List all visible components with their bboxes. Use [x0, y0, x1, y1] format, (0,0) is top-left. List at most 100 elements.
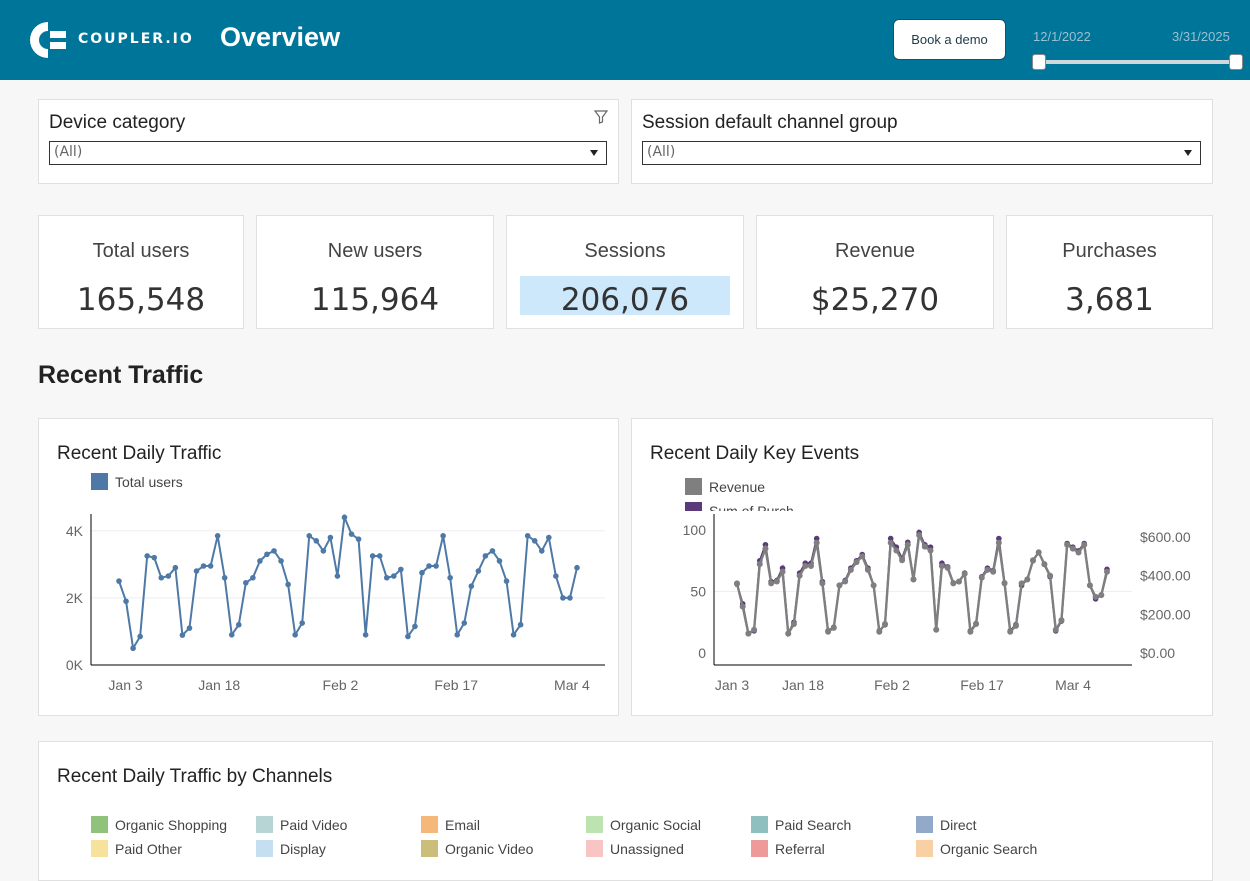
kpi-revenue[interactable]: Revenue $25,270 [756, 215, 994, 329]
legend-swatch [586, 840, 603, 857]
y-tick-label: 0K [66, 657, 84, 673]
data-point [567, 595, 573, 601]
data-point [1001, 580, 1008, 587]
key-events-line-chart[interactable]: 0 50 100 $0.00 $200.00 $400.00 $600.00 Jan 3 Jan… [632, 419, 1214, 717]
kpi-total-users[interactable]: Total users 165,548 [38, 215, 244, 329]
data-point [383, 574, 390, 581]
date-slider-end-handle[interactable] [1229, 54, 1243, 70]
legend-swatch [91, 473, 108, 490]
y-right-tick-label: $0.00 [1140, 645, 1175, 661]
data-point [482, 553, 489, 559]
data-point [405, 633, 411, 640]
filter-funnel-icon[interactable] [594, 110, 608, 124]
data-point [391, 573, 397, 579]
legend-item[interactable]: Sum of Purch... [685, 502, 805, 511]
data-point [1012, 622, 1019, 629]
legend-item[interactable]: Total users [91, 473, 183, 490]
y-right-tick-label: $400.00 [1140, 568, 1191, 584]
data-point [426, 563, 432, 569]
data-point [433, 563, 439, 569]
data-point [916, 532, 923, 539]
data-point [271, 548, 277, 554]
x-tick-label: Jan 3 [715, 677, 749, 693]
channel-legend-item[interactable]: Organic Search [916, 840, 1037, 857]
channel-legend-item[interactable]: Organic Social [586, 816, 701, 833]
channel-legend-item[interactable]: Unassigned [586, 840, 684, 857]
data-point [531, 538, 538, 544]
legend-swatch [751, 840, 768, 857]
channel-legend-item[interactable]: Display [256, 840, 326, 857]
data-point [944, 564, 951, 571]
channel-legend-item[interactable]: Paid Other [91, 840, 182, 857]
channel-group-select[interactable]: (All) [642, 141, 1201, 165]
x-tick-label: Jan 3 [108, 677, 142, 693]
legend-label: Organic Search [940, 840, 1038, 857]
coupler-logo-icon [30, 22, 66, 58]
legend-label: Unassigned [610, 840, 684, 857]
data-point [967, 628, 974, 635]
data-point [842, 578, 849, 585]
data-point [362, 632, 369, 638]
data-point [158, 574, 165, 581]
data-point [950, 580, 957, 587]
data-point [830, 624, 837, 631]
legend-label: Organic Shopping [115, 816, 228, 833]
legend-swatch [916, 816, 933, 833]
legend-swatch [916, 840, 933, 857]
data-point [243, 579, 249, 586]
kpi-label: Revenue [834, 240, 916, 262]
date-slider-start-handle[interactable] [1032, 54, 1046, 70]
data-point [864, 566, 871, 573]
book-demo-button[interactable]: Book a demo [893, 19, 1006, 60]
channel-legend-item[interactable]: Paid Search [751, 816, 851, 833]
kpi-new-users[interactable]: New users 115,964 [256, 215, 494, 329]
data-point [1047, 572, 1054, 579]
data-point [1064, 541, 1071, 548]
channel-legend-item[interactable]: Organic Video [421, 840, 533, 857]
date-range-start: 12/1/2022 [1033, 29, 1091, 44]
data-point [813, 539, 820, 546]
data-point [734, 580, 740, 587]
data-point [320, 548, 327, 554]
data-point [235, 621, 242, 628]
channel-legend-item[interactable]: Referral [751, 840, 825, 857]
top-header: COUPLER.IO Overview Book a demo 12/1/202… [0, 0, 1250, 80]
x-tick-label: Mar 4 [554, 677, 590, 693]
channel-legend-item[interactable]: Paid Video [256, 816, 347, 833]
legend-item[interactable]: Revenue [685, 478, 765, 495]
legend-label: Organic Video [445, 840, 534, 857]
kpi-label: Purchases [1062, 240, 1157, 262]
y-right-tick-label: $600.00 [1140, 529, 1191, 545]
legend-label: Referral [775, 840, 825, 857]
data-point [978, 574, 985, 581]
channel-legend-item[interactable]: Direct [916, 816, 977, 833]
chart-title: Recent Daily Key Events [650, 443, 860, 464]
y-tick-label: 2K [66, 590, 84, 606]
data-point [870, 582, 877, 589]
y-left-tick-label: 100 [683, 522, 707, 538]
kpi-purchases[interactable]: Purchases 3,681 [1006, 215, 1213, 329]
data-point [1024, 576, 1031, 583]
date-range-slider[interactable] [1038, 60, 1236, 64]
legend-label: Display [280, 840, 326, 857]
device-category-select[interactable]: (All) [49, 141, 607, 165]
channel-legend-item[interactable]: Email [421, 816, 480, 833]
data-point [475, 568, 482, 574]
channel-legend-item[interactable]: Organic Shopping [91, 816, 227, 833]
data-point [461, 620, 468, 626]
kpi-sessions[interactable]: Sessions 206,076 [506, 215, 744, 329]
y-left-tick-label: 50 [690, 584, 706, 600]
data-point [859, 553, 866, 560]
data-point [151, 554, 158, 561]
page-title: Overview [220, 22, 341, 52]
traffic-line-chart[interactable]: 0K 2K 4K Jan 3 Jan 18 Feb 2 Feb 17 Mar 4 [39, 419, 620, 717]
x-tick-label: Mar 4 [1055, 677, 1091, 693]
data-point [489, 548, 496, 554]
data-point [524, 533, 531, 539]
filter-channel-group: Session default channel group (All) [631, 99, 1213, 184]
recent-daily-key-events-panel: Recent Daily Key Events Revenue Sum of P… [631, 418, 1213, 716]
data-point [1041, 561, 1048, 568]
legend-label: Total users [115, 473, 183, 490]
data-point [193, 568, 200, 574]
series-line-revenue [735, 530, 1109, 638]
